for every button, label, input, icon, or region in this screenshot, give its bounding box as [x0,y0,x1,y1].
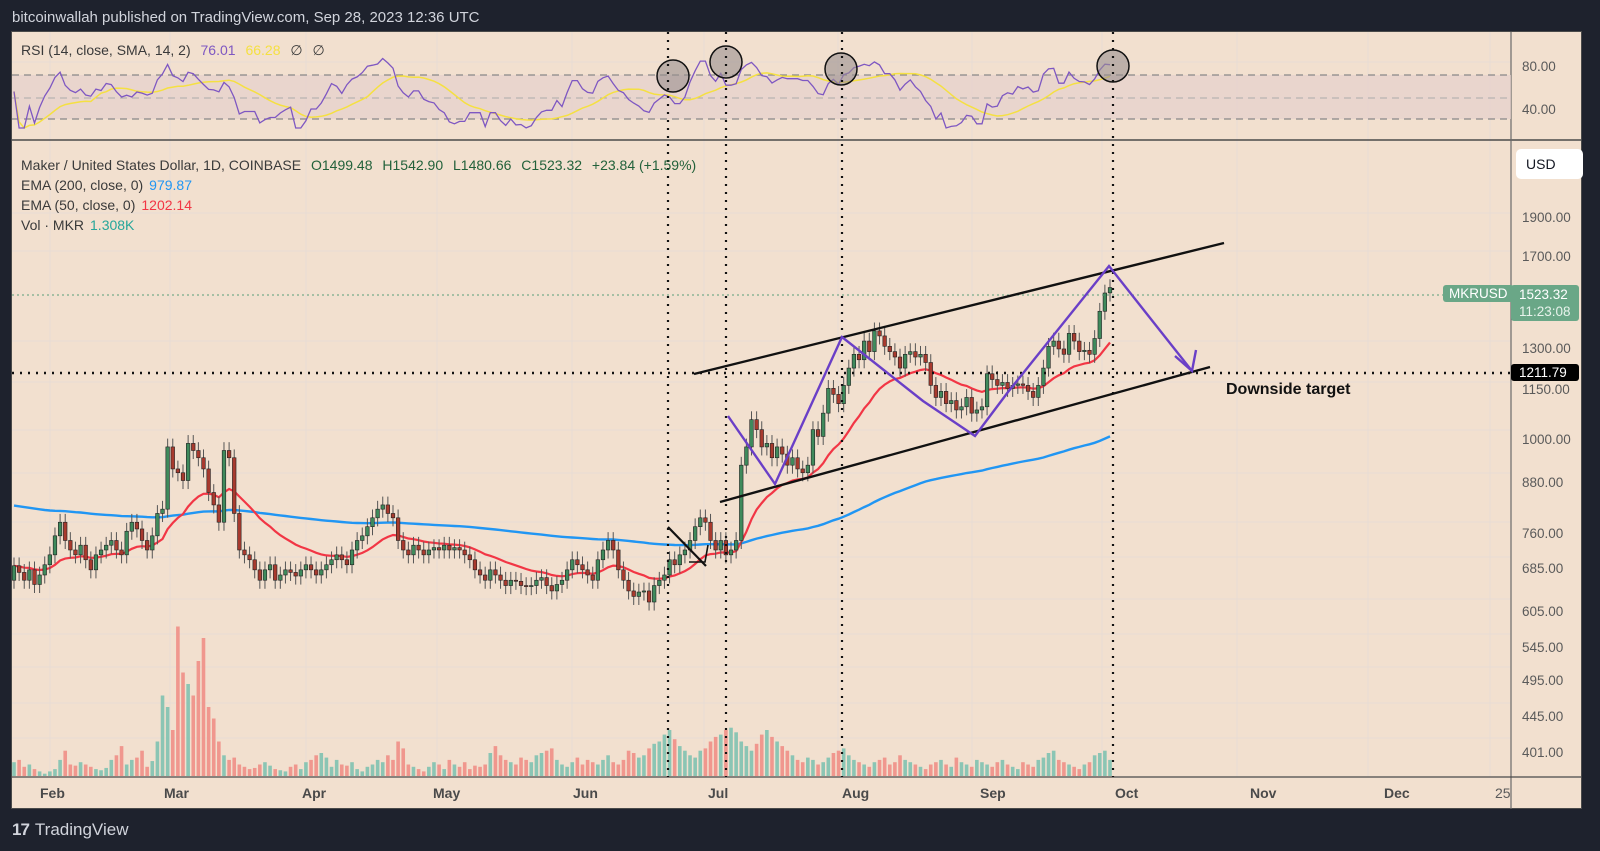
wedge-line [667,526,707,567]
price-tick: 1300.00 [1522,341,1571,356]
ohlc-low: L1480.66 [453,157,512,173]
arrow-head-icon [1174,349,1198,374]
channel-lower [719,365,1211,504]
ema200-label: EMA (200, close, 0) [21,177,144,193]
time-tick: Aug [842,785,870,801]
main-legend: Maker / United States Dollar, 1D, COINBA… [21,155,702,235]
price-tick: 1150.00 [1522,382,1570,397]
footer-brand[interactable]: TradingView [34,820,129,839]
ema50-value: 1202.14 [141,197,192,213]
null-icon: ∅ [312,42,325,58]
target-price-tag: 1211.79 [1511,364,1579,381]
vertical-markers [666,32,1115,777]
ema50-label: EMA (50, close, 0) [21,197,136,213]
ema200-line [13,435,1111,547]
price-tick: 605.00 [1522,604,1564,619]
time-tick: Jul [708,785,729,801]
rsi-circle-1 [656,59,690,93]
rsi-tick-80: 80.00 [1522,59,1556,74]
volume-label: Vol · MKR [21,217,85,233]
ema200-value: 979.87 [149,177,192,193]
last-price-tag: 1523.32 11:23:08 [1511,285,1579,321]
rsi-circle-2 [709,45,743,79]
rsi-band [12,75,1511,119]
price-tick: 760.00 [1522,526,1564,541]
volume-value: 1.308K [90,217,135,233]
ohlc-close: C1523.32 [521,157,583,173]
price-tick: 445.00 [1522,709,1564,724]
rsi-sma-value: 66.28 [245,42,281,58]
rsi-pane [12,45,1511,129]
time-tick: Mar [164,785,189,801]
null-icon: ∅ [290,42,303,58]
symbol-tag: MKRUSD [1443,285,1514,302]
last-price: 1523.32 [1519,287,1568,302]
price-tick: 1700.00 [1522,249,1571,264]
rsi-legend: RSI (14, close, SMA, 14, 2) 76.01 66.28 … [21,42,331,59]
time-tick: Dec [1384,785,1410,801]
ohlc-open: O1499.48 [311,157,373,173]
price-tick: 545.00 [1522,640,1564,655]
footer: 17 TradingView [12,820,128,840]
bar-countdown: 11:23:08 [1519,304,1571,319]
ohlc-high: H1542.90 [382,157,444,173]
rsi-value: 76.01 [200,42,236,58]
time-tick: May [433,785,461,801]
chart-frame [11,31,1582,809]
symbol-title: Maker / United States Dollar, 1D, COINBA… [21,157,302,173]
publisher-line: bitcoinwallah published on TradingView.c… [12,9,480,26]
time-tick: Oct [1115,785,1139,801]
price-tick: 1900.00 [1522,210,1571,225]
rsi-tick-40: 40.00 [1522,102,1556,117]
time-tick: Apr [302,785,327,801]
time-tick: Jun [573,785,598,801]
time-tick: Nov [1250,785,1277,801]
rsi-label: RSI (14, close, SMA, 14, 2) [21,42,191,58]
channel-upper [693,241,1225,376]
downside-target-label: Downside target [1226,381,1351,398]
price-tick: 880.00 [1522,475,1564,490]
time-tick: Feb [40,785,65,801]
time-tick: Sep [980,785,1006,801]
price-tick: 1000.00 [1522,432,1571,447]
volume-bars [12,626,1112,776]
time-tick: 25 [1495,785,1511,801]
price-tick: 685.00 [1522,561,1564,576]
projection-path [727,264,1193,487]
price-tick: 401.00 [1522,745,1564,760]
candlesticks [11,279,1113,611]
tradingview-logo-icon: 17 [12,820,30,839]
rsi-circle-3 [824,52,858,86]
price-tick: 495.00 [1522,673,1564,688]
ohlc-change: +23.84 (+1.59%) [591,157,697,173]
ema50-line [13,341,1111,580]
currency-button[interactable]: USD [1516,149,1583,179]
